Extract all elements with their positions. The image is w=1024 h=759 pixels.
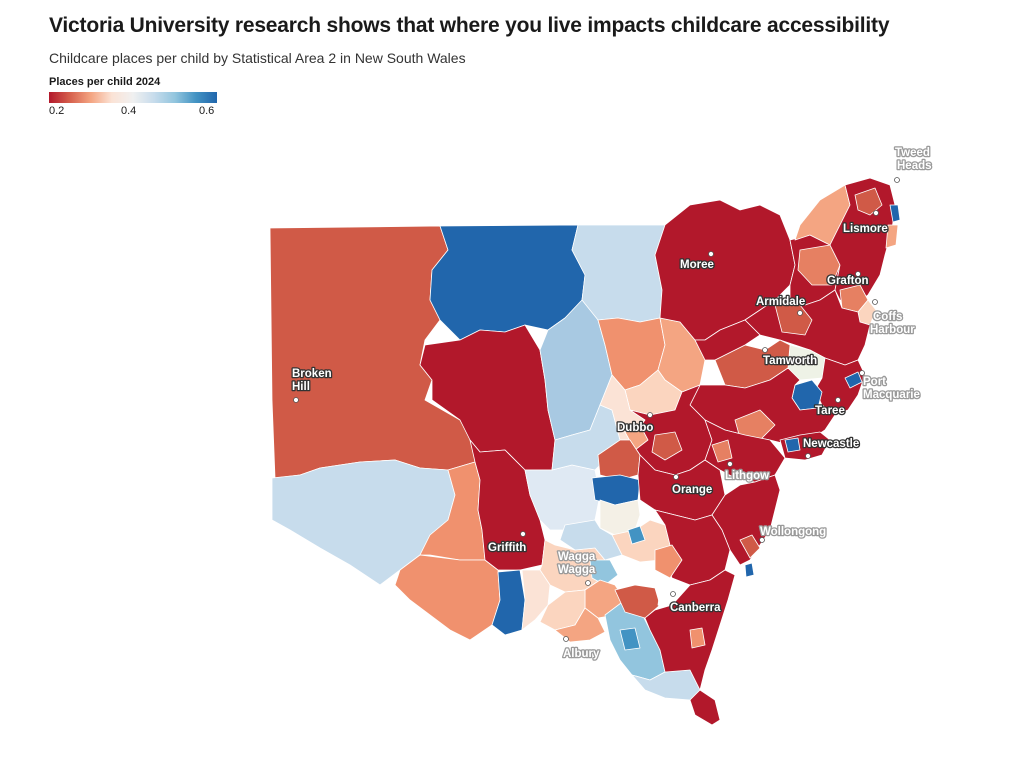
region-narrabri [694,319,761,361]
region-forbes-blue [591,474,641,506]
region-newcastle-blue [784,437,801,453]
city-markers [293,177,900,642]
region-narrandera [521,569,551,631]
region-snowy-blue [619,627,641,651]
marker-broken-hill [293,397,299,403]
marker-lismore [873,210,879,216]
region-griffith [469,439,546,571]
region-wagga-blue [589,559,619,586]
marker-taree [835,397,841,403]
marker-newcastle [805,453,811,459]
color-legend: Places per child 2024 0.2 0.4 0.6 [49,76,219,119]
city-labels: Tweed Heads Lismore Moree Grafton Armida… [291,146,933,662]
region-south-coast-mid [689,627,706,649]
label-dubbo: Dubbo [617,422,653,434]
label-moree: Moree [680,259,714,271]
region-kyogle [854,187,883,216]
marker-armidale [797,310,803,316]
marker-wagga-wagga [585,580,591,586]
marker-wollongong [759,537,765,543]
chart-title: Victoria University research shows that … [49,14,890,37]
region-wagga-light [559,519,623,561]
marker-dubbo [647,412,653,418]
label-coffs-harbour: Coffs Harbour [870,311,915,336]
label-griffith: Griffith [488,542,526,554]
legend-ticks: 0.2 0.4 0.6 [49,105,219,119]
marker-canberra [670,591,676,597]
legend-gradient-bar [49,92,217,103]
region-goulburn-mid [654,544,683,579]
marker-grafton [855,271,861,277]
label-port-macquarie: Port Macquarie [863,376,920,401]
region-balranald [394,554,501,641]
label-tamworth: Tamworth [763,355,817,367]
label-tweed-heads: Tweed Heads [895,147,933,172]
marker-moree [708,251,714,257]
label-albury: Albury [563,648,600,660]
region-albury [554,607,606,643]
region-sydney-mid [739,534,761,559]
label-wollongong: Wollongong [760,526,826,538]
region-deniliquin [491,569,526,636]
label-wagga-wagga: Wagga Wagga [558,551,598,576]
region-port-blue [844,371,863,389]
marker-orange [673,474,679,480]
region-eden [689,689,721,726]
marker-port-macquarie [859,370,865,376]
label-broken-hill: Broken Hill [292,368,335,393]
region-byron [885,224,899,249]
label-orange: Orange [672,484,712,496]
legend-title: Places per child 2024 [49,76,161,88]
label-lithgow: Lithgow [725,470,769,482]
label-grafton: Grafton [827,275,869,287]
region-young-blue [627,525,646,545]
marker-tweed-heads [894,177,900,183]
marker-lithgow [727,461,733,467]
region-sydney-blue [744,562,755,578]
label-lismore: Lismore [843,223,888,235]
label-taree: Taree [815,405,845,417]
label-newcastle: Newcastle [803,438,859,450]
region-dubbo-mid [651,431,683,461]
legend-tick-low: 0.2 [49,105,65,117]
marker-albury [563,636,569,642]
region-lithgow-mid [711,439,733,463]
label-canberra: Canberra [670,602,721,614]
marker-coffs-harbour [872,299,878,305]
marker-tamworth [762,347,768,353]
legend-tick-mid: 0.4 [121,105,137,117]
marker-griffith [520,531,526,537]
region-tweed-blue [889,204,901,223]
legend-tick-high: 0.6 [199,105,215,117]
label-armidale: Armidale [756,296,805,308]
chart-subtitle: Childcare places per child by Statistica… [49,50,466,66]
